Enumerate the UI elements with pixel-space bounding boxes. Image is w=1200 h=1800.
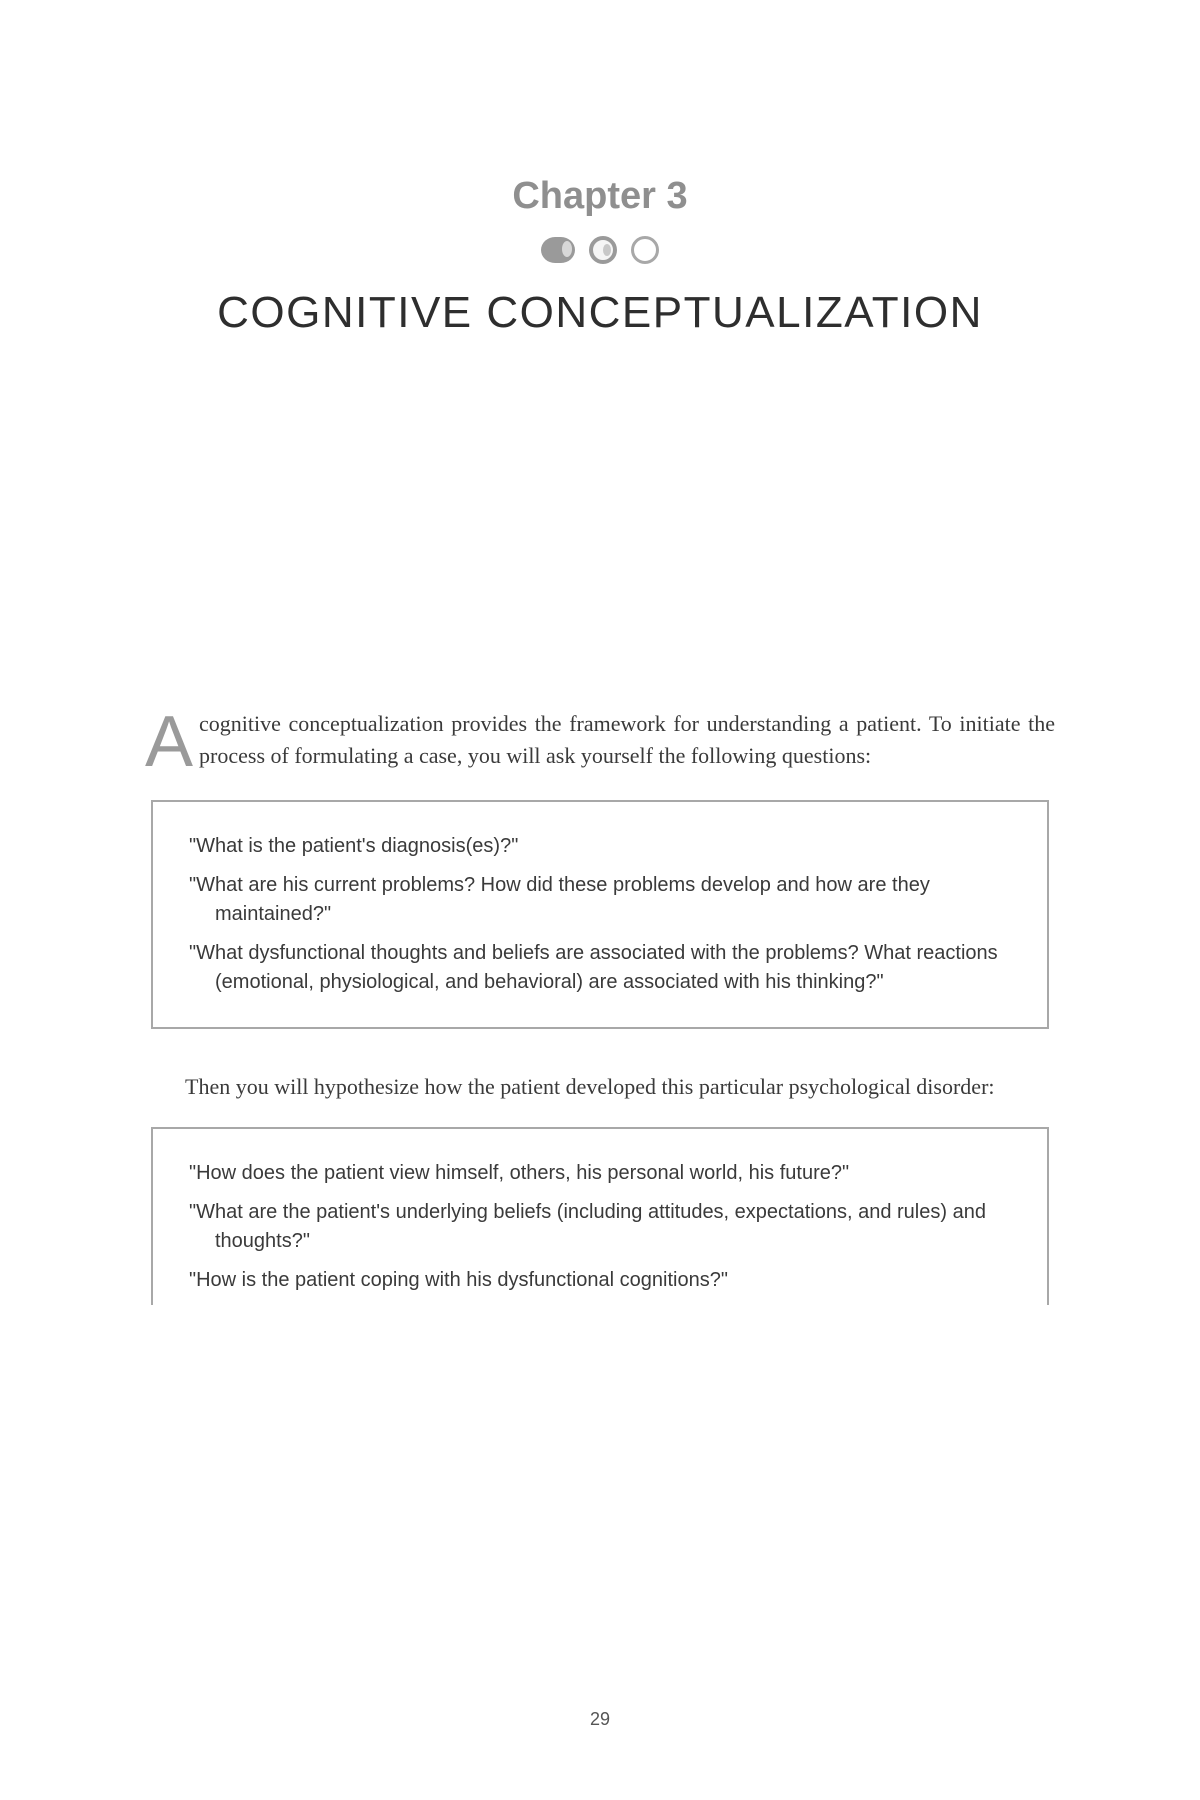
question-item: "What are the patient's underlying belie… xyxy=(189,1198,1011,1256)
intro-paragraph: A cognitive conceptualization provides t… xyxy=(145,708,1055,772)
page-number: 29 xyxy=(0,1709,1200,1730)
question-item: "How does the patient view himself, othe… xyxy=(189,1159,1011,1188)
question-item: "What is the patient's diagnosis(es)?" xyxy=(189,832,1011,861)
chapter-ornament xyxy=(145,236,1055,264)
question-item: "How is the patient coping with his dysf… xyxy=(189,1266,1011,1295)
dropcap-letter: A xyxy=(145,708,199,773)
question-item: "What are his current problems? How did … xyxy=(189,871,1011,929)
book-page: Chapter 3 COGNITIVE CONCEPTUALIZATION A … xyxy=(0,0,1200,1800)
ornament-circle-icon xyxy=(589,236,617,264)
ornament-ring-icon xyxy=(631,236,659,264)
question-item: "What dysfunctional thoughts and beliefs… xyxy=(189,939,1011,997)
ornament-dot-icon xyxy=(541,237,575,263)
mid-paragraph: Then you will hypothesize how the patien… xyxy=(145,1071,1055,1103)
chapter-title: COGNITIVE CONCEPTUALIZATION xyxy=(145,288,1055,338)
chapter-label: Chapter 3 xyxy=(145,175,1055,218)
question-box-1: "What is the patient's diagnosis(es)?" "… xyxy=(151,800,1049,1029)
question-box-2: "How does the patient view himself, othe… xyxy=(151,1127,1049,1305)
intro-text: cognitive conceptualization provides the… xyxy=(199,711,1055,768)
